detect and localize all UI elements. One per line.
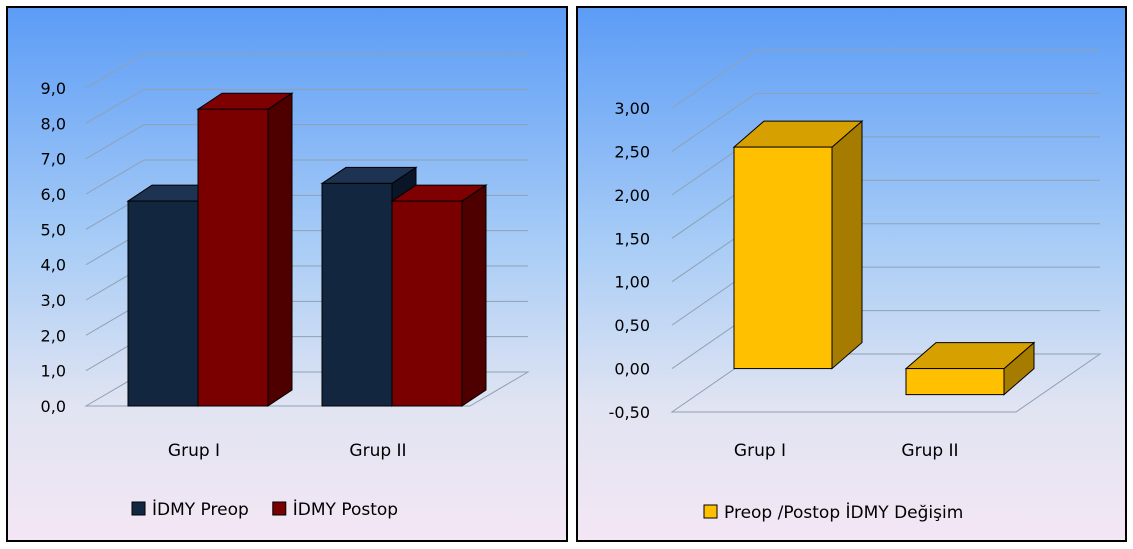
chart-panel-right: -0,50 0,00 0,50 1,00 1,50 2,00 2,50 3,00 Grup I G… xyxy=(576,6,1127,542)
bar-side xyxy=(831,119,863,370)
x-category-label: Grup II xyxy=(349,441,406,461)
bar-side xyxy=(461,184,487,407)
bar xyxy=(905,368,1005,396)
y-tick-label: 8,0 xyxy=(41,114,66,133)
bar xyxy=(391,200,463,407)
y-tick-label: 1,00 xyxy=(614,273,650,292)
y-tick-label: 3,0 xyxy=(41,291,66,310)
y-tick-label: 3,00 xyxy=(614,99,650,118)
bar-side xyxy=(267,92,293,407)
y-tick-label: 2,00 xyxy=(614,186,650,205)
y-tick-label: 9,0 xyxy=(41,79,66,98)
x-category-label: Grup II xyxy=(901,441,958,461)
y-tick-label: 1,50 xyxy=(614,229,650,248)
gridline xyxy=(671,92,1100,152)
legend-label: Preop /Postop İDMY Değişim xyxy=(724,502,963,523)
gridline xyxy=(85,53,528,89)
y-tick-label: 6,0 xyxy=(41,185,66,204)
y-tick-label: 0,00 xyxy=(614,360,650,379)
legend-swatch xyxy=(272,501,287,516)
gridline xyxy=(85,88,528,124)
x-category-label: Grup I xyxy=(168,441,220,461)
bar xyxy=(197,108,269,407)
legend-label: İDMY Preop xyxy=(152,499,249,520)
y-tick-label: -0,50 xyxy=(609,403,650,422)
chart-panel-left: 0,0 1,0 2,0 3,0 4,0 5,0 6,0 7,0 8,0 9,0 Grup I Grup… xyxy=(6,6,568,542)
y-tick-label: 4,0 xyxy=(41,256,66,275)
legend-label: İDMY Postop xyxy=(293,499,398,520)
bar xyxy=(321,182,393,407)
gridline xyxy=(671,49,1100,109)
y-tick-label: 1,0 xyxy=(41,362,66,381)
legend-swatch xyxy=(131,501,146,516)
x-category-label: Grup I xyxy=(734,441,786,461)
bar xyxy=(127,200,199,407)
y-tick-label: 0,0 xyxy=(41,397,66,416)
gridline xyxy=(85,124,528,160)
y-tick-label: 2,0 xyxy=(41,326,66,345)
y-tick-label: 0,50 xyxy=(614,316,650,335)
chart-left: 0,0 1,0 2,0 3,0 4,0 5,0 6,0 7,0 8,0 9,0 Grup I Grup… xyxy=(41,53,530,520)
y-tick-label: 5,0 xyxy=(41,220,66,239)
y-tick-label: 2,50 xyxy=(614,142,650,161)
gridline xyxy=(85,159,528,195)
y-tick-label: 7,0 xyxy=(41,150,66,169)
chart-floor xyxy=(670,353,1102,413)
chart-right: -0,50 0,00 0,50 1,00 1,50 2,00 2,50 3,00 Grup I G… xyxy=(609,49,1102,523)
legend-swatch xyxy=(703,504,718,519)
bar xyxy=(733,146,833,370)
